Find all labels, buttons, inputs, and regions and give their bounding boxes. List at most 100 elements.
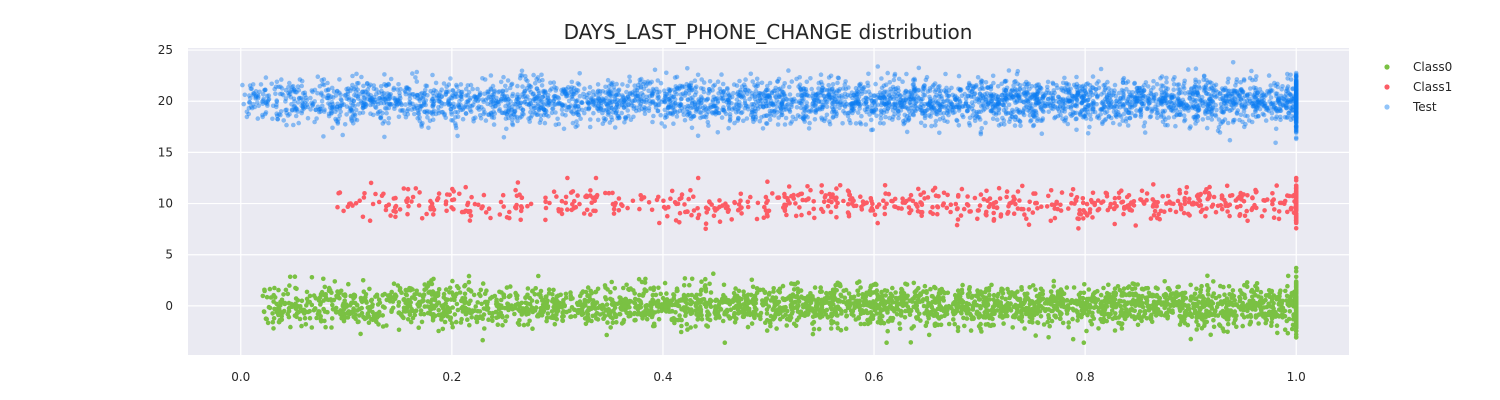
data-point <box>527 318 532 324</box>
data-point <box>981 197 987 202</box>
data-point <box>276 287 281 293</box>
data-point <box>639 196 644 202</box>
data-point <box>592 198 597 204</box>
data-point <box>1075 318 1080 323</box>
data-point <box>381 191 386 197</box>
data-point <box>686 104 692 109</box>
data-point <box>1208 332 1213 338</box>
data-point <box>952 310 957 316</box>
data-point <box>995 294 1000 299</box>
data-point <box>876 202 882 207</box>
data-point <box>536 313 541 319</box>
data-point <box>436 191 442 196</box>
data-point <box>1089 297 1094 303</box>
data-point <box>338 288 344 294</box>
data-point <box>1223 311 1228 317</box>
data-point <box>990 316 995 322</box>
data-point <box>935 204 940 209</box>
data-point <box>1019 319 1025 324</box>
data-point <box>1220 326 1225 331</box>
data-point <box>877 315 882 320</box>
data-point <box>1285 100 1290 106</box>
data-point <box>960 282 965 288</box>
data-point <box>819 183 824 188</box>
data-point <box>560 318 565 323</box>
data-point <box>745 204 751 210</box>
data-point <box>1196 322 1201 328</box>
data-point <box>444 89 450 95</box>
data-point <box>1225 321 1231 327</box>
data-point <box>957 87 963 93</box>
data-point <box>1260 99 1265 104</box>
data-point <box>1030 283 1036 288</box>
data-point <box>519 195 525 200</box>
data-point <box>404 292 410 298</box>
data-point <box>342 315 348 321</box>
data-point <box>448 76 453 81</box>
data-point <box>883 299 889 305</box>
data-point <box>1046 312 1051 318</box>
data-point <box>1113 304 1119 310</box>
data-point <box>1065 96 1071 101</box>
data-point <box>935 100 940 106</box>
data-point <box>268 295 274 300</box>
data-point <box>679 297 684 302</box>
data-point <box>1190 91 1196 97</box>
data-point <box>973 293 979 299</box>
data-point <box>485 96 490 101</box>
data-point <box>469 308 474 314</box>
data-point <box>867 300 872 305</box>
data-point <box>893 290 898 295</box>
data-point <box>650 99 656 104</box>
data-point <box>699 317 705 322</box>
data-point <box>1048 218 1054 224</box>
data-point <box>1091 292 1096 297</box>
data-point <box>412 296 418 302</box>
data-point <box>424 211 429 217</box>
data-point <box>1134 108 1139 113</box>
data-point <box>389 289 395 295</box>
data-point <box>1135 282 1140 287</box>
data-point <box>264 316 270 322</box>
data-point <box>633 317 638 323</box>
data-point <box>768 313 774 319</box>
data-point <box>1232 317 1238 323</box>
data-point <box>831 293 836 299</box>
data-point <box>919 213 924 219</box>
data-point <box>833 204 839 209</box>
data-point <box>463 93 469 98</box>
data-point <box>333 305 339 311</box>
data-point <box>741 314 747 320</box>
data-point <box>261 309 267 315</box>
data-point <box>1075 310 1080 316</box>
data-point <box>1240 323 1245 329</box>
data-point <box>1045 319 1050 325</box>
data-point <box>636 276 642 282</box>
data-point <box>1152 199 1158 205</box>
data-point <box>736 202 742 207</box>
data-point <box>963 308 969 313</box>
data-point <box>1082 107 1087 112</box>
series-class1 <box>335 175 1299 232</box>
data-point <box>1252 202 1257 208</box>
data-point <box>329 298 334 303</box>
data-point <box>927 100 932 106</box>
data-point <box>1293 321 1299 327</box>
data-point <box>312 119 317 125</box>
data-point <box>611 308 616 314</box>
data-point <box>524 86 530 91</box>
data-point <box>458 320 464 325</box>
data-point <box>482 326 487 331</box>
data-point <box>846 211 852 217</box>
data-point <box>717 299 722 305</box>
data-point <box>721 89 726 94</box>
data-point <box>521 322 527 328</box>
data-point <box>725 86 730 91</box>
data-point <box>1015 189 1021 194</box>
data-point <box>1268 95 1274 100</box>
data-point <box>1287 309 1293 314</box>
data-point <box>776 195 782 200</box>
data-point <box>386 202 392 207</box>
data-point <box>721 107 727 113</box>
data-point <box>611 300 617 306</box>
